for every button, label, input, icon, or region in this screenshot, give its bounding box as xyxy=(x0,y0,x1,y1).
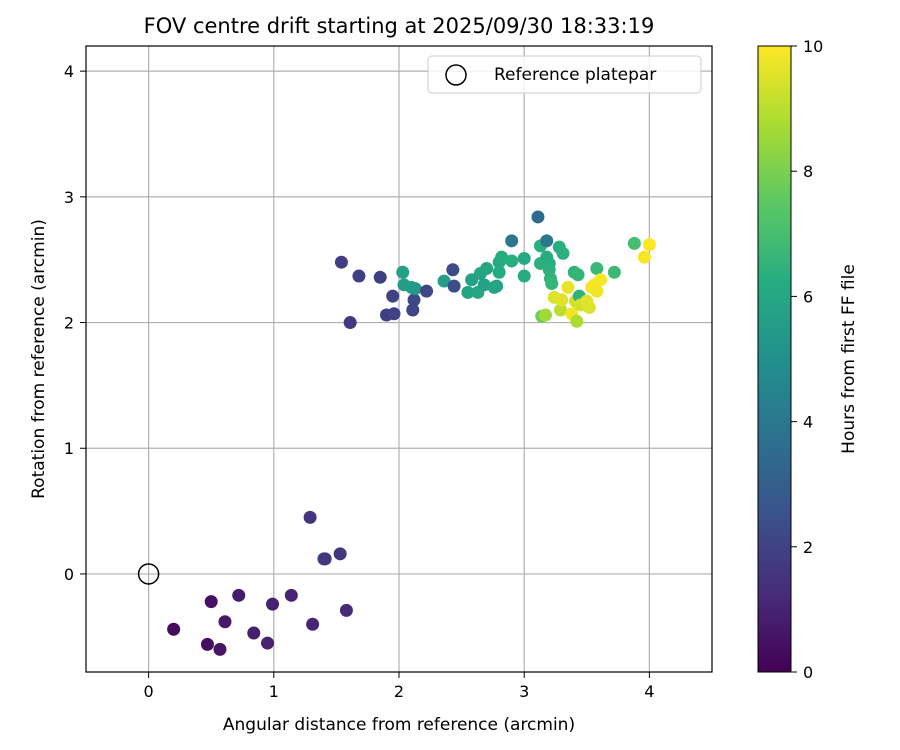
x-tick-label-3: 3 xyxy=(519,682,529,701)
reference-marker-layer xyxy=(137,563,160,585)
y-tick-label-1: 1 xyxy=(64,439,74,458)
data-point-63 xyxy=(555,293,569,307)
data-point-7 xyxy=(261,636,275,650)
y-axis-label: Rotation from reference (arcmin) xyxy=(29,219,49,499)
data-point-29 xyxy=(420,284,434,298)
legend-entry-reference-platepar: Reference platepar xyxy=(494,65,656,85)
data-point-58 xyxy=(545,277,559,291)
data-point-4 xyxy=(218,615,232,629)
reference-platepar-marker xyxy=(137,563,160,585)
colorbar-label: Hours from first FF file xyxy=(839,264,859,454)
data-point-80 xyxy=(627,236,641,250)
data-point-11 xyxy=(339,603,353,617)
data-point-22 xyxy=(387,307,401,321)
data-point-17 xyxy=(343,316,357,330)
colorbar-tick-label-1: 2 xyxy=(803,538,813,557)
data-point-10 xyxy=(306,617,320,631)
data-point-69 xyxy=(571,268,585,282)
y-tick-label-2: 2 xyxy=(64,314,74,333)
x-axis-label: Angular distance from reference (arcmin) xyxy=(223,715,575,735)
data-point-31 xyxy=(446,263,460,277)
data-point-33 xyxy=(461,285,475,299)
data-point-18 xyxy=(352,269,366,283)
data-point-3 xyxy=(213,642,227,656)
data-point-12 xyxy=(303,510,317,524)
colorbar-tick-label-0: 0 xyxy=(803,663,813,682)
data-point-30 xyxy=(437,274,451,288)
data-point-6 xyxy=(247,626,261,640)
data-point-37 xyxy=(477,278,491,292)
data-point-79 xyxy=(607,265,621,279)
data-point-26 xyxy=(406,303,420,317)
data-point-15 xyxy=(333,547,347,561)
y-tick-label-4: 4 xyxy=(64,62,74,81)
data-point-1 xyxy=(200,637,214,651)
data-point-81 xyxy=(637,250,651,264)
data-point-32 xyxy=(447,279,461,293)
data-point-61 xyxy=(554,303,568,317)
colorbar-tick-label-4: 8 xyxy=(803,162,813,181)
chart-title: FOV centre drift starting at 2025/09/30 … xyxy=(144,14,655,38)
data-point-77 xyxy=(590,284,604,298)
data-point-8 xyxy=(266,597,280,611)
legend-box xyxy=(427,55,702,94)
y-tick-label-3: 3 xyxy=(64,188,74,207)
data-point-43 xyxy=(495,250,509,264)
data-point-28 xyxy=(408,282,422,296)
data-point-9 xyxy=(284,588,298,602)
data-point-41 xyxy=(492,265,506,279)
data-point-21 xyxy=(386,289,400,303)
data-point-38 xyxy=(480,261,494,275)
data-point-53 xyxy=(540,234,554,248)
data-point-23 xyxy=(396,265,410,279)
x-tick-label-0: 0 xyxy=(144,682,154,701)
x-tick-label-4: 4 xyxy=(644,682,654,701)
colorbar-tick-label-5: 10 xyxy=(803,37,823,56)
colorbar-ticks: 0 2 4 6 8 10 xyxy=(791,37,823,682)
data-point-64 xyxy=(561,280,575,294)
colorbar-tick-label-3: 6 xyxy=(803,287,813,306)
grid-lines xyxy=(86,46,712,672)
data-point-2 xyxy=(204,595,218,609)
data-point-48 xyxy=(531,210,545,224)
data-point-46 xyxy=(517,269,531,283)
data-point-14 xyxy=(318,552,332,566)
data-point-0 xyxy=(167,622,181,636)
data-points xyxy=(167,210,656,656)
data-point-62 xyxy=(556,246,570,260)
data-point-73 xyxy=(582,300,596,314)
x-tick-label-1: 1 xyxy=(269,682,279,701)
data-point-19 xyxy=(373,270,387,284)
colorbar-gradient xyxy=(757,45,792,673)
data-point-40 xyxy=(490,279,504,293)
y-tick-label-0: 0 xyxy=(64,565,74,584)
data-point-47 xyxy=(517,251,531,265)
data-point-76 xyxy=(590,261,604,275)
colorbar: 0 2 4 6 8 10 Hours from first FF file xyxy=(757,37,859,682)
legend-reference-marker xyxy=(445,64,467,86)
data-point-82 xyxy=(642,238,656,252)
legend: Reference platepar xyxy=(427,55,702,94)
data-point-68 xyxy=(570,314,584,328)
axis-ticks: 0 1 2 3 4 0 1 2 3 4 xyxy=(64,62,655,701)
data-point-45 xyxy=(505,254,519,268)
data-point-44 xyxy=(505,234,519,248)
data-point-16 xyxy=(334,255,348,269)
data-point-27 xyxy=(407,293,421,307)
data-point-78 xyxy=(594,273,608,287)
data-point-52 xyxy=(538,308,552,322)
data-point-5 xyxy=(232,588,246,602)
colorbar-tick-label-2: 4 xyxy=(803,413,813,432)
x-tick-label-2: 2 xyxy=(394,682,404,701)
